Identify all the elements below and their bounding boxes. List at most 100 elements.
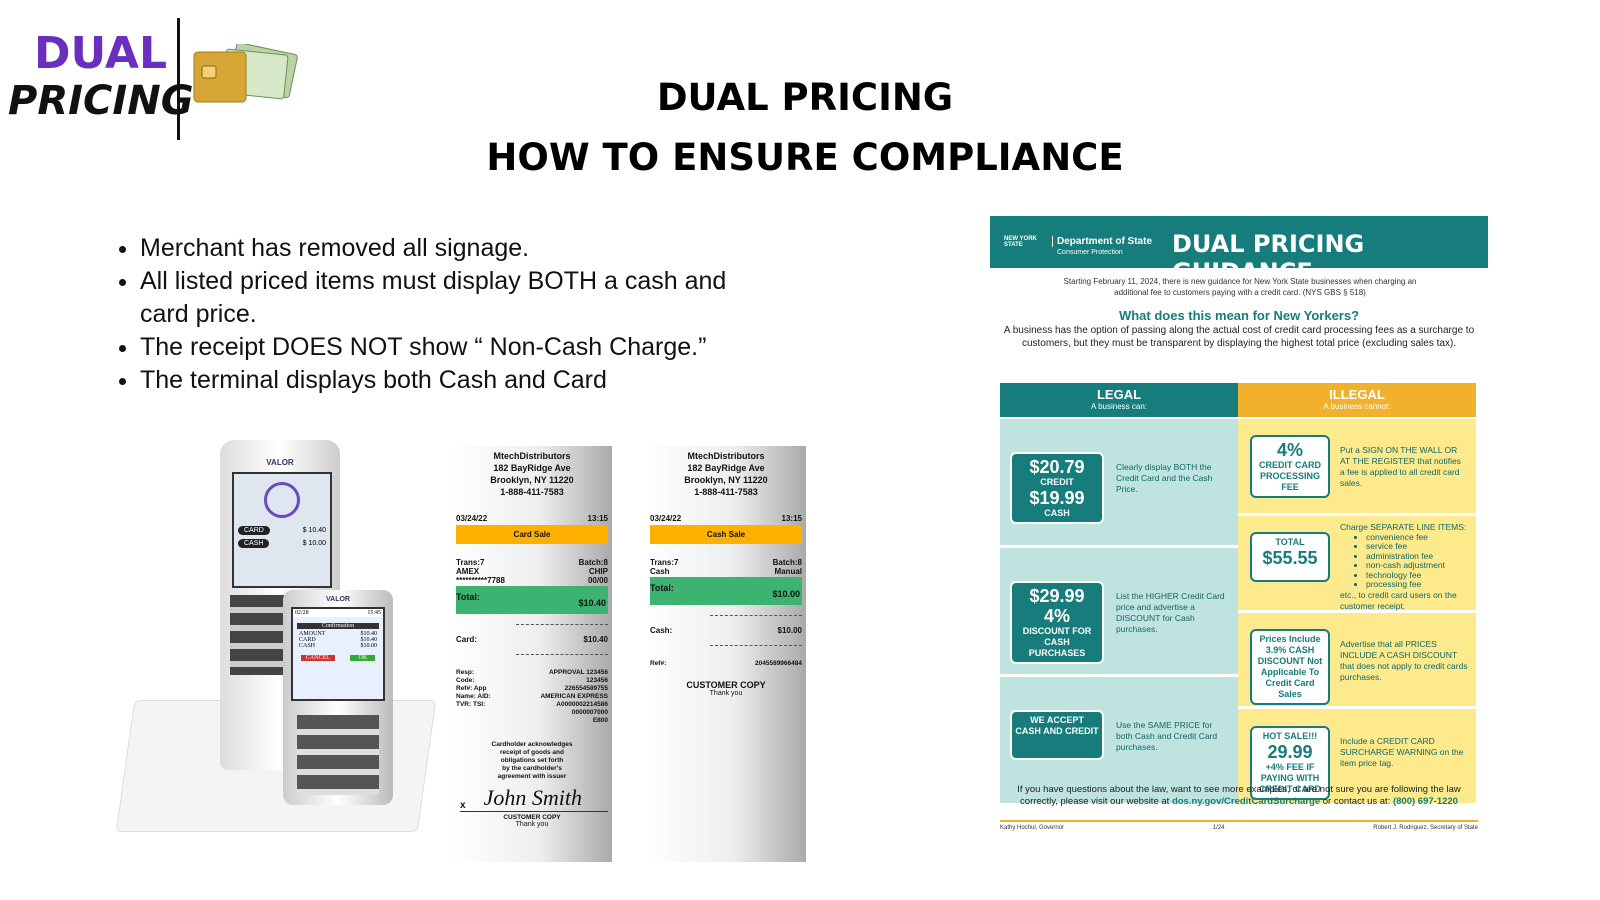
badge-text: $19.99 xyxy=(1029,487,1085,508)
badge-text: WE ACCEPT xyxy=(1030,714,1084,725)
detail: Ref#: App xyxy=(456,685,487,692)
sale-type: Cash Sale xyxy=(650,525,802,544)
fee-item: non-cash adjustment xyxy=(1366,561,1468,571)
flyer-title: DUAL PRICING GUIDANCE xyxy=(1172,230,1365,286)
date: 03/24/22 xyxy=(650,514,682,523)
detail: A0000002214586 xyxy=(556,701,608,708)
column-sub: A business can: xyxy=(1090,402,1148,411)
signer: 1/24 xyxy=(1212,825,1225,831)
badge: 4% CREDIT CARD PROCESSING FEE xyxy=(1250,435,1330,499)
rule xyxy=(516,624,608,625)
copy-line: CUSTOMER COPY xyxy=(503,814,561,821)
pad-value: $10.00 xyxy=(360,643,378,649)
tender-label: Cash: xyxy=(650,626,673,635)
detail: Code: xyxy=(456,677,475,684)
guidance-cell: 4% CREDIT CARD PROCESSING FEE Put a SIGN O… xyxy=(1238,419,1476,513)
badge-text: DISCOUNT FOR CASH PURCHASES xyxy=(1022,625,1092,658)
badge-text: 4% xyxy=(1043,605,1070,626)
merchant-line: Brooklyn, NY 11220 xyxy=(684,475,768,485)
fee-item: technology fee xyxy=(1366,570,1468,581)
badge-text: CASH xyxy=(1044,507,1070,518)
badge-text: +4% FEE IF PAYING WITH CREDIT CARD xyxy=(1259,761,1321,794)
column-header: ILLEGAL A business cannot: xyxy=(1238,383,1476,417)
tender-value: $10.40 xyxy=(583,635,608,644)
footer-link: dos.ny.gov/CreditCardSurcharge xyxy=(1171,796,1321,807)
sale-type: Card Sale xyxy=(456,525,608,544)
receipt-row: Cash: $10.00 xyxy=(650,626,802,635)
ack-line: by the cardholder's xyxy=(502,765,562,772)
receipt-row: Code: 123456 xyxy=(456,677,608,685)
receipt-row: E800 xyxy=(456,717,608,725)
bullet: The receipt DOES NOT show “ Non-Cash Cha… xyxy=(140,331,780,364)
pad-brand: VALOR xyxy=(326,596,350,603)
cell-text: Advertise that all PRICES INCLUDE A CASH… xyxy=(1340,639,1468,683)
bullet: The terminal displays both Cash and Card xyxy=(140,364,780,397)
detail: Name: AID: xyxy=(456,693,491,700)
merchant-line: MtechDistributors xyxy=(493,451,571,461)
cell-main: List the HIGHER Credit Card price and ad… xyxy=(1116,590,1225,634)
badge: HOT SALE!!! 29.99 +4% FEE IF PAYING WITH C… xyxy=(1250,725,1330,800)
screen-row: CASH $ 10.00 xyxy=(238,539,326,548)
info-value: CHIP xyxy=(588,567,608,576)
pad-value: $10.40 xyxy=(360,637,378,643)
column-heading: LEGAL xyxy=(1096,387,1142,402)
rule xyxy=(710,645,802,646)
ok-button: OK xyxy=(350,655,376,661)
pad-row: CASH $10.00 xyxy=(293,643,383,649)
receipt-row: Card: $10.40 xyxy=(456,635,608,644)
dept: Department of State xyxy=(1052,236,1152,247)
state-name: NEW YORK STATE xyxy=(1004,236,1037,248)
tender-label: Card: xyxy=(456,635,477,644)
merchant-line: Brooklyn, NY 11220 xyxy=(490,475,574,485)
pad-status: 02/28 15:45 xyxy=(293,609,383,617)
copy-line: CUSTOMER COPY xyxy=(686,680,766,690)
column-header: LEGAL A business can: xyxy=(1000,383,1238,417)
cell-text: Put a SIGN ON THE WALL OR AT THE REGISTE… xyxy=(1340,445,1468,489)
pad-row: CARD $10.40 xyxy=(293,637,383,643)
footer-phone: (800) 697-1220 xyxy=(1392,796,1458,807)
screen-logo xyxy=(264,482,300,518)
time: 13:15 xyxy=(587,514,608,523)
badge-text: HOT SALE!!! xyxy=(1262,730,1318,741)
pad-date: 02/28 xyxy=(295,610,309,616)
ack-line: Cardholder acknowledges xyxy=(491,741,573,748)
pad-label: AMOUNT xyxy=(299,631,326,637)
detail: 123456 xyxy=(586,677,608,684)
badge-text: $29.99 xyxy=(1029,585,1085,606)
receipt-row: 03/24/22 13:15 xyxy=(650,514,802,523)
receipt-row: Ref#: 2045589966484 xyxy=(650,660,802,668)
cell-main: Put a SIGN ON THE WALL OR AT THE REGISTE… xyxy=(1340,445,1461,489)
sig-mark: x xyxy=(460,800,466,811)
signer: Robert J. Rodriguez, Secretary of State xyxy=(1373,825,1478,831)
fee-item: administration fee xyxy=(1366,551,1468,562)
info-label: AMEX xyxy=(456,567,480,576)
terminal-photo: VALOR CARD $ 10.40 CASH $ 10.00 VALOR 02/28 15:… xyxy=(115,440,437,860)
guidance-cell: $20.79 CREDIT $19.99 CASH Clearly display BO… xyxy=(1000,419,1238,545)
column-heading: ILLEGAL xyxy=(1329,387,1385,402)
detail: TVR: TSI: xyxy=(456,701,486,708)
copy-line: Thank you xyxy=(515,821,549,828)
badge-text: TOTAL xyxy=(1275,537,1305,548)
ack-line: agreement with issuer xyxy=(497,773,567,780)
acknowledgement: Cardholder acknowledges receipt of goods … xyxy=(456,741,608,781)
receipt-row: **********7788 00/00 xyxy=(456,576,608,585)
screen: CARD $ 10.40 CASH $ 10.00 xyxy=(232,472,332,588)
answer: A business has the option of passing alo… xyxy=(1003,325,1475,349)
cell-main: Advertise that all PRICES INCLUDE A CASH… xyxy=(1340,638,1468,682)
badge: Prices Include 3.9% CASH DISCOUNT Not Ap… xyxy=(1250,628,1330,705)
receipt-row: Total: $10.40 xyxy=(456,586,608,614)
info-label: Trans:7 xyxy=(456,558,485,567)
pad-value: $10.40 xyxy=(360,631,378,637)
receipt-row: TVR: TSI: A0000002214586 xyxy=(456,701,608,709)
info-label: Cash xyxy=(650,567,670,576)
badge-text: Prices Include 3.9% CASH DISCOUNT Not Ap… xyxy=(1257,633,1323,699)
detail: Ref#: xyxy=(650,660,667,667)
screen-button: CASH xyxy=(238,539,270,548)
detail: APPROVAL 123456 xyxy=(548,669,608,676)
info-value: Batch:8 xyxy=(578,558,608,567)
receipt-row: 0000007000 xyxy=(456,709,608,717)
total-label: Total: xyxy=(650,583,674,593)
fee-item: convenience fee xyxy=(1366,532,1468,543)
badge-text: CREDIT CARD PROCESSING FEE xyxy=(1259,460,1321,493)
detail: AMERICAN EXPRESS xyxy=(540,693,608,700)
